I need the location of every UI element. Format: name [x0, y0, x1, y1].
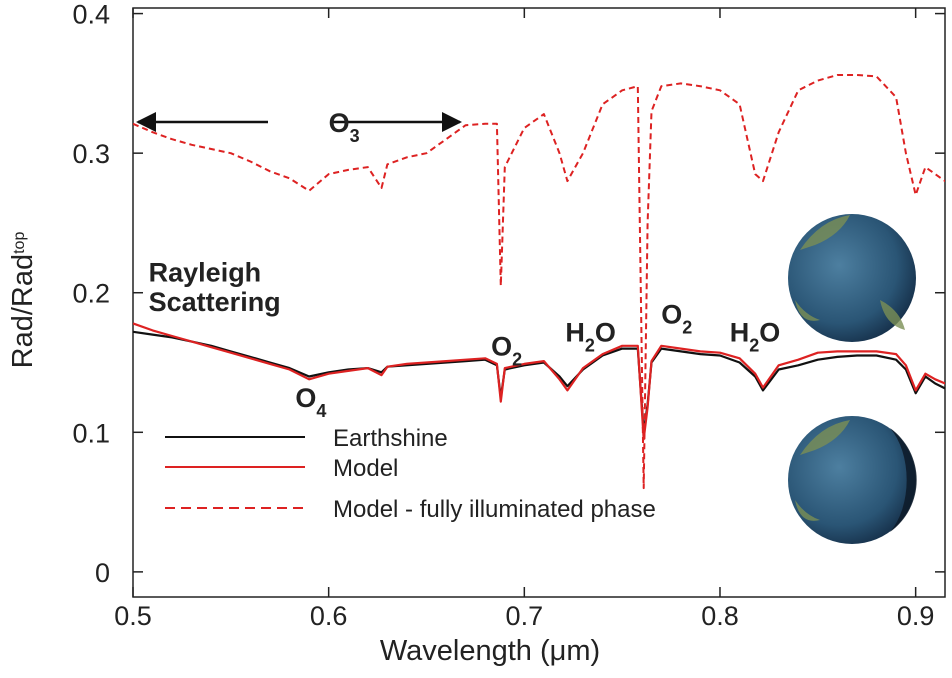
annotation: O2: [661, 299, 692, 337]
legend-label: Model - fully illuminated phase: [333, 496, 656, 523]
annotation-part: Rayleigh: [149, 258, 262, 288]
annotation-part: H: [730, 318, 750, 348]
annotation: O3: [329, 108, 360, 146]
annotation: Rayleigh: [149, 258, 262, 288]
annotation-part: O: [595, 318, 616, 348]
y-tick-label: 0.1: [72, 418, 110, 448]
annotation-part: H: [565, 318, 585, 348]
annotation-part: 2: [682, 317, 692, 337]
annotation-part: O: [661, 299, 682, 329]
annotation-part: O: [491, 332, 512, 362]
x-axis-label: Wavelength (μm): [380, 635, 600, 667]
y-tick-label: 0: [95, 558, 110, 588]
x-tick-label: 0.8: [701, 601, 739, 631]
annotation-part: O: [329, 108, 350, 138]
annotation: O4: [295, 383, 326, 421]
legend-label: Model: [333, 455, 398, 482]
annotation: H2O: [730, 318, 781, 356]
y-axis-label: Rad/Radtop: [7, 232, 39, 369]
annotation-part: O: [295, 383, 316, 413]
y-label-part: Rad/Rad: [7, 254, 39, 368]
annotation-part: O: [759, 318, 780, 348]
series-line: [133, 332, 952, 433]
annotation-part: 3: [350, 126, 360, 146]
legend-label: Earthshine: [333, 425, 448, 452]
annotation: H2O: [565, 318, 616, 356]
y-tick-label: 0.3: [72, 139, 110, 169]
y-tick-label: 0.4: [72, 0, 110, 30]
x-tick-label: 0.6: [310, 601, 348, 631]
annotation-part: 2: [512, 350, 522, 370]
annotation-part: 4: [316, 401, 326, 421]
annotation-part: Scattering: [149, 287, 281, 317]
x-tick-label: 0.9: [897, 601, 935, 631]
y-label-part: top: [11, 232, 28, 254]
annotation-part: 2: [749, 336, 759, 356]
annotation: Scattering: [149, 287, 281, 317]
x-tick-label: 0.7: [506, 601, 544, 631]
earth-phase: [788, 416, 917, 544]
x-tick-label: 0.5: [114, 601, 152, 631]
y-tick-label: 0.2: [72, 279, 110, 309]
annotation-part: 2: [585, 336, 595, 356]
chart: Wavelength (μm) Rad/Radtop 0 0.1 0.2 0.3 0.4…: [0, 0, 952, 673]
earth-full: [788, 214, 916, 342]
